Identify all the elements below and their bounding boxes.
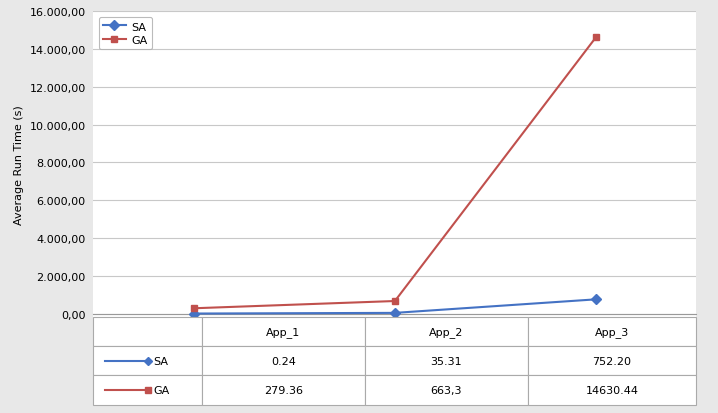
Y-axis label: Average Run Time (s): Average Run Time (s): [14, 105, 24, 225]
GA: [592, 36, 600, 40]
Text: 663,3: 663,3: [430, 385, 462, 395]
Text: 279.36: 279.36: [264, 385, 303, 395]
Text: 0.24: 0.24: [271, 356, 296, 366]
Text: 752.20: 752.20: [592, 356, 632, 366]
FancyBboxPatch shape: [202, 347, 365, 375]
FancyBboxPatch shape: [528, 375, 696, 405]
FancyBboxPatch shape: [365, 375, 528, 405]
Line: GA: GA: [190, 35, 600, 312]
FancyBboxPatch shape: [202, 318, 365, 347]
Text: GA: GA: [154, 385, 170, 395]
Text: SA: SA: [154, 356, 169, 366]
FancyBboxPatch shape: [93, 347, 202, 375]
Text: 35.31: 35.31: [430, 356, 462, 366]
SA: [190, 311, 198, 316]
FancyBboxPatch shape: [93, 375, 202, 405]
SA: [592, 297, 600, 302]
FancyBboxPatch shape: [528, 347, 696, 375]
GA: [391, 299, 399, 304]
Text: App_1: App_1: [266, 327, 300, 337]
SA: [391, 311, 399, 316]
FancyBboxPatch shape: [202, 375, 365, 405]
GA: [190, 306, 198, 311]
Line: SA: SA: [190, 296, 600, 317]
FancyBboxPatch shape: [528, 318, 696, 347]
FancyBboxPatch shape: [93, 318, 202, 347]
Legend: SA, GA: SA, GA: [99, 18, 151, 50]
Text: App_3: App_3: [595, 327, 629, 337]
Text: App_2: App_2: [429, 327, 463, 337]
Text: 14630.44: 14630.44: [585, 385, 638, 395]
FancyBboxPatch shape: [365, 318, 528, 347]
FancyBboxPatch shape: [365, 347, 528, 375]
